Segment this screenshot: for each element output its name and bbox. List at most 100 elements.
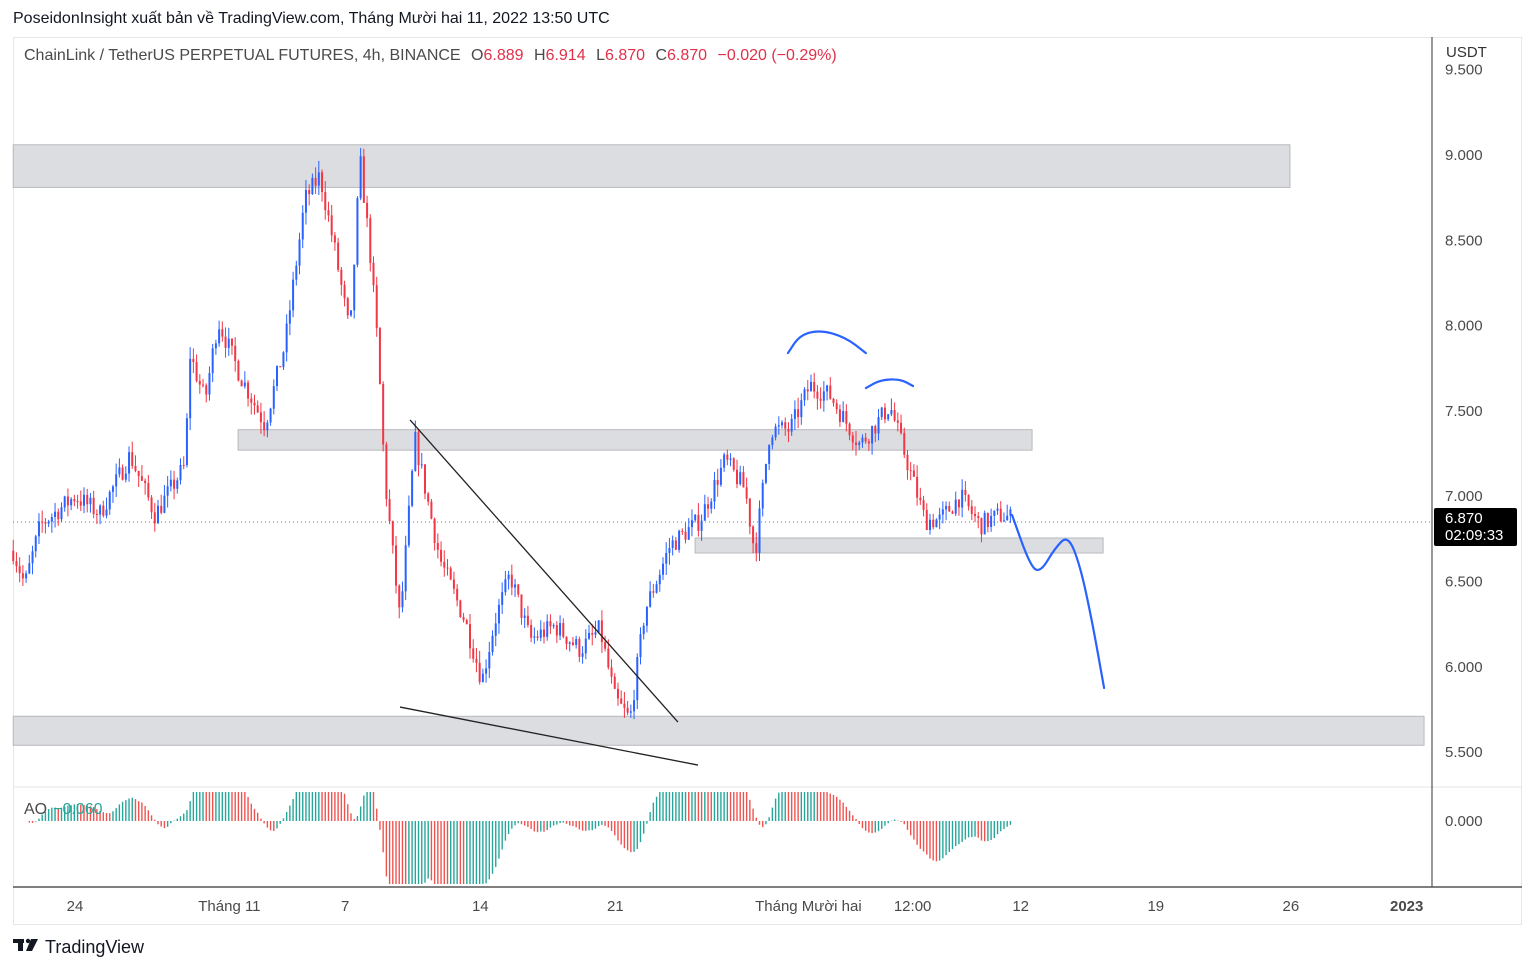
- candle-body: [436, 543, 439, 550]
- candle-body: [459, 600, 462, 617]
- zones: [12, 144, 1425, 746]
- candle-body: [282, 352, 285, 368]
- candle-body: [716, 479, 719, 485]
- candle-body: [433, 518, 436, 544]
- candle-body: [600, 620, 603, 643]
- candle-body: [214, 343, 217, 349]
- candle-body: [131, 452, 134, 466]
- candle-body: [99, 505, 102, 515]
- price-tick-label: 5.500: [1445, 744, 1483, 761]
- candle-body: [800, 400, 803, 418]
- candle-body: [349, 310, 352, 316]
- candle-body: [896, 420, 899, 423]
- candle-body: [391, 521, 394, 546]
- forecast-path[interactable]: [1010, 513, 1106, 690]
- candle-body: [185, 418, 188, 466]
- candle-body: [285, 323, 288, 353]
- candle-body: [173, 479, 176, 489]
- candle-body: [21, 573, 24, 579]
- candle-body: [633, 700, 636, 712]
- candle-body: [147, 483, 150, 498]
- candle-body: [758, 508, 761, 553]
- candle-body: [999, 508, 1002, 522]
- candle-body: [861, 437, 864, 443]
- candle-body: [108, 491, 111, 510]
- candle-body: [494, 623, 497, 636]
- candle-body: [57, 511, 60, 520]
- open-label: O: [471, 47, 484, 64]
- candle-body: [919, 497, 922, 501]
- candle-body: [864, 437, 867, 442]
- candle-body: [430, 501, 433, 519]
- currency-label: USDT: [1446, 44, 1487, 61]
- time-tick-label: 26: [1283, 898, 1300, 915]
- candle-body: [25, 573, 28, 579]
- candle-body: [874, 425, 877, 434]
- candle-body: [806, 389, 809, 392]
- candle-body: [993, 510, 996, 516]
- candle-body: [440, 549, 443, 562]
- candle-body: [674, 540, 677, 550]
- candle-body: [73, 499, 76, 502]
- trendline[interactable]: [399, 706, 699, 766]
- candle-body: [713, 479, 716, 502]
- candle-body: [485, 668, 488, 674]
- trendline[interactable]: [409, 419, 679, 723]
- candle-body: [935, 519, 938, 528]
- time-tick-label: 12: [1012, 898, 1029, 915]
- support-resistance-zone[interactable]: [12, 144, 1291, 188]
- open-value: 6.889: [483, 47, 524, 64]
- candle-body: [153, 512, 156, 524]
- candle-body: [12, 550, 15, 562]
- candle-body: [809, 381, 812, 392]
- head-arc[interactable]: [786, 330, 868, 355]
- candle-body: [295, 265, 298, 280]
- support-resistance-zone[interactable]: [12, 715, 1425, 746]
- candle-body: [44, 522, 47, 524]
- candle-body: [742, 472, 745, 488]
- candle-body: [555, 625, 558, 636]
- candle-body: [922, 500, 925, 510]
- candle-body: [951, 511, 954, 514]
- support-resistance-zone[interactable]: [237, 429, 1033, 451]
- candle-body: [469, 623, 472, 649]
- symbol-name: ChainLink / TetherUS PERPETUAL FUTURES, …: [24, 47, 461, 64]
- candle-body: [288, 310, 291, 324]
- candle-body: [182, 465, 185, 467]
- candle-body: [948, 505, 951, 512]
- candle-body: [478, 662, 481, 683]
- close-label: C: [655, 47, 668, 64]
- candle-body: [591, 633, 594, 635]
- candle-body: [250, 398, 253, 403]
- candle-body: [974, 513, 977, 517]
- candle-body: [95, 513, 98, 515]
- candle-body: [163, 495, 166, 513]
- candle-body: [340, 269, 343, 285]
- candle-body: [700, 520, 703, 531]
- shoulder-arc[interactable]: [864, 378, 915, 390]
- candle-body: [501, 592, 504, 605]
- candle-body: [208, 373, 211, 395]
- candle-body: [253, 402, 256, 406]
- candle-body: [192, 358, 195, 363]
- candle-body: [565, 636, 568, 644]
- candle-body: [221, 329, 224, 337]
- candle-body: [372, 262, 375, 286]
- candle-body: [427, 493, 430, 502]
- tradingview-brand[interactable]: TradingView: [13, 937, 144, 958]
- candle-body: [169, 479, 172, 487]
- publisher-line: PoseidonInsight xuất bản về TradingView.…: [13, 10, 610, 27]
- bar-countdown: 02:09:33: [1445, 527, 1504, 544]
- time-tick-label: Tháng 11: [198, 898, 260, 915]
- candle-body: [774, 426, 777, 438]
- candle-body: [465, 620, 468, 624]
- candle-body: [456, 588, 459, 601]
- support-resistance-zone[interactable]: [694, 537, 1104, 554]
- candle-body: [259, 412, 262, 423]
- candle-body: [517, 584, 520, 595]
- candle-body: [256, 405, 259, 413]
- candle-body: [588, 633, 591, 639]
- candle-body: [124, 473, 127, 480]
- candle-body: [636, 656, 639, 701]
